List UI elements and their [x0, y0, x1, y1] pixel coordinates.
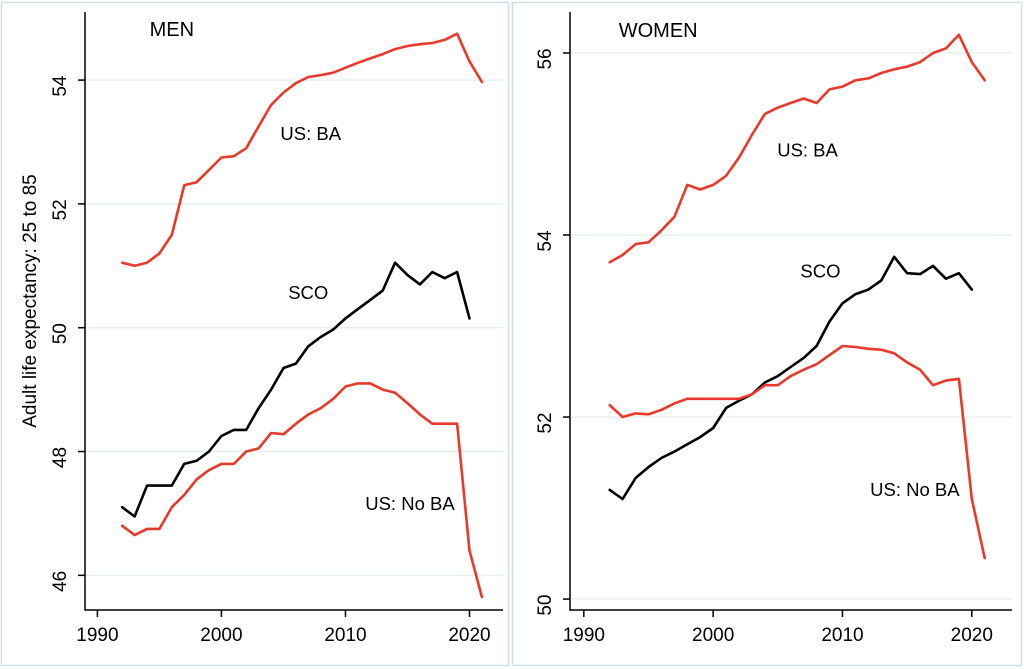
- women-y-tick-label-54: 54: [535, 230, 556, 252]
- men-x-tick-label-2010: 2010: [324, 625, 366, 646]
- men-panel-title: MEN: [150, 19, 194, 41]
- women-label-us-ba: US: BA: [777, 139, 838, 160]
- men-label-us-no-ba: US: No BA: [365, 493, 455, 514]
- women-label-us-no-ba: US: No BA: [870, 479, 960, 500]
- women-series-line-sco: [608, 255, 974, 501]
- men-series-line-sco: [120, 261, 471, 518]
- women-panel-title: WOMEN: [619, 20, 698, 42]
- women-x-tick-label-2010: 2010: [821, 625, 863, 646]
- men-x-tick-label-2020: 2020: [448, 625, 490, 646]
- women-x-tick-label-1990: 1990: [563, 625, 605, 646]
- women-label-sco: SCO: [800, 260, 840, 281]
- men-label-sco: SCO: [288, 282, 328, 303]
- men-panel-border: [0, 1, 510, 667]
- men-y-tick-label-50: 50: [50, 323, 71, 344]
- men-y-tick-label-48: 48: [50, 447, 71, 468]
- men-x-tick-label-2000: 2000: [200, 625, 242, 646]
- men-y-axis-title: Adult life expectancy: 25 to 85: [20, 174, 41, 428]
- men-y-tick-label-52: 52: [50, 199, 71, 220]
- women-panel-border: [511, 1, 1023, 667]
- women-y-tick-label-50: 50: [535, 595, 556, 616]
- women-series-line-us-ba: [608, 33, 987, 264]
- men-label-us-ba: US: BA: [280, 123, 341, 144]
- women-y-tick-label-52: 52: [535, 412, 556, 433]
- men-series-line-us-ba: [120, 32, 484, 268]
- men-y-tick-label-46: 46: [50, 571, 71, 592]
- women-x-tick-label-2000: 2000: [692, 625, 734, 646]
- men-series-line-us-no-ba: [120, 382, 484, 599]
- men-x-tick-label-1990: 1990: [76, 625, 118, 646]
- women-x-tick-label-2020: 2020: [951, 625, 993, 646]
- men-y-tick-label-54: 54: [50, 75, 71, 97]
- women-y-tick-label-56: 56: [535, 48, 556, 69]
- women-series-line-us-no-ba: [608, 344, 987, 560]
